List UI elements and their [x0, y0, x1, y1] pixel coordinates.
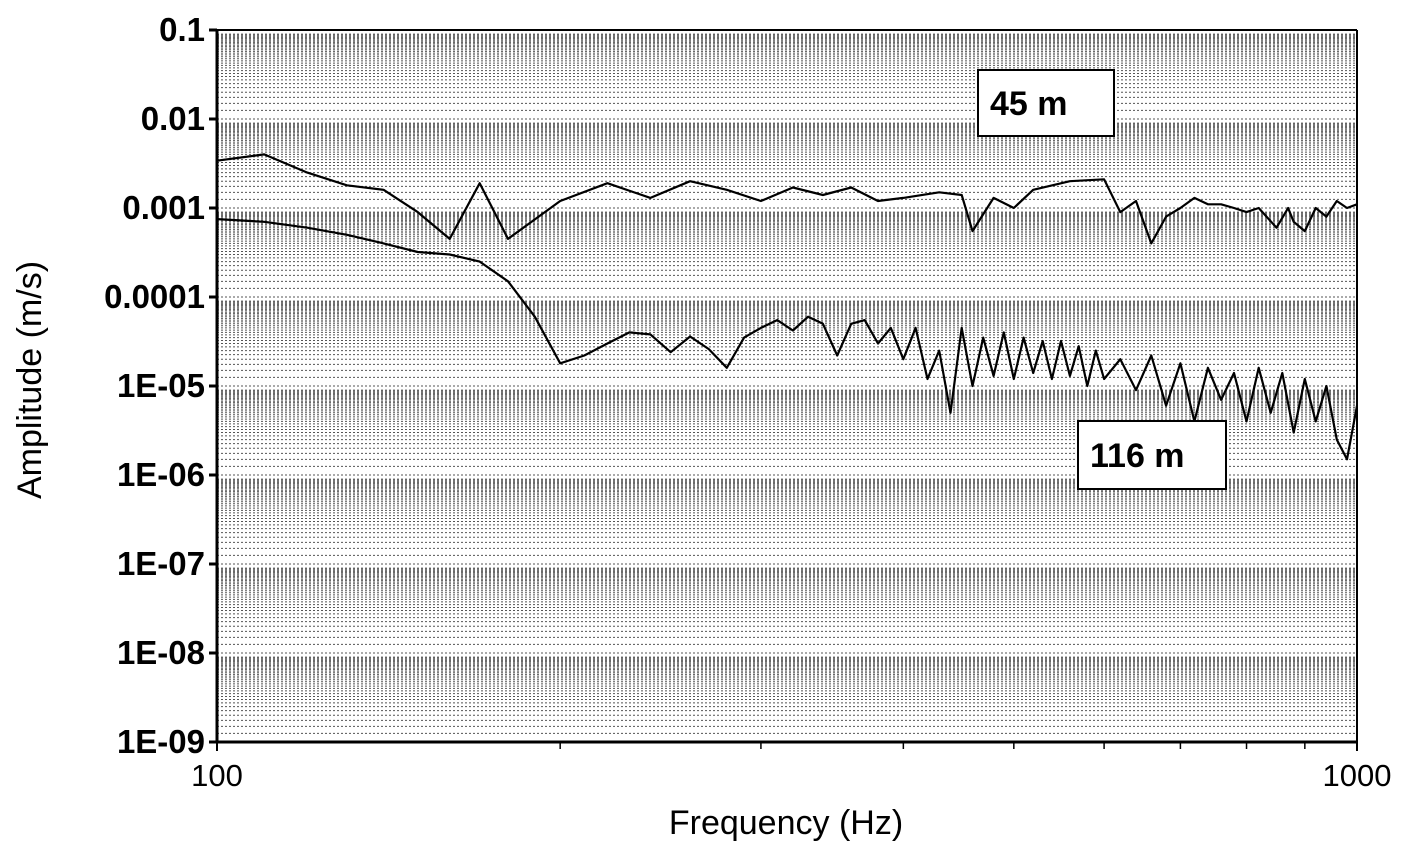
series-line-1 [216, 153, 1358, 245]
x-tick-label: 1000 [1323, 758, 1392, 793]
y-tick-label: 1E-06 [117, 456, 205, 493]
annotation-layer: 45 m 116 m [977, 69, 1227, 490]
y-tick-label: 1E-05 [117, 367, 205, 404]
series-label-box [977, 69, 1115, 137]
series-label: 116 m [1090, 437, 1185, 475]
y-tick-label: 0.001 [122, 189, 205, 226]
y-tick-label: 0.0001 [104, 278, 205, 315]
y-tick-label: 1E-09 [117, 723, 205, 760]
ticks-layer: 0.1 0.01 0.001 0.0001 1E-05 1E-06 1E-07 1E-08 1E… [104, 11, 1391, 793]
x-axis-title: Frequency (Hz) [669, 804, 903, 842]
x-tick-label: 100 [191, 758, 243, 793]
y-axis-title: Amplitude (m/s) [11, 261, 49, 499]
y-tick-label: 1E-08 [117, 634, 205, 671]
series-label-box [1077, 420, 1227, 490]
grid [217, 33, 1357, 743]
y-tick-label: 1E-07 [117, 545, 205, 582]
series-layer [216, 153, 1359, 461]
y-tick-label: 0.1 [159, 11, 205, 48]
series-line-2 [216, 218, 1359, 461]
y-tick-label: 0.01 [141, 100, 205, 137]
series-label: 45 m [990, 85, 1068, 123]
